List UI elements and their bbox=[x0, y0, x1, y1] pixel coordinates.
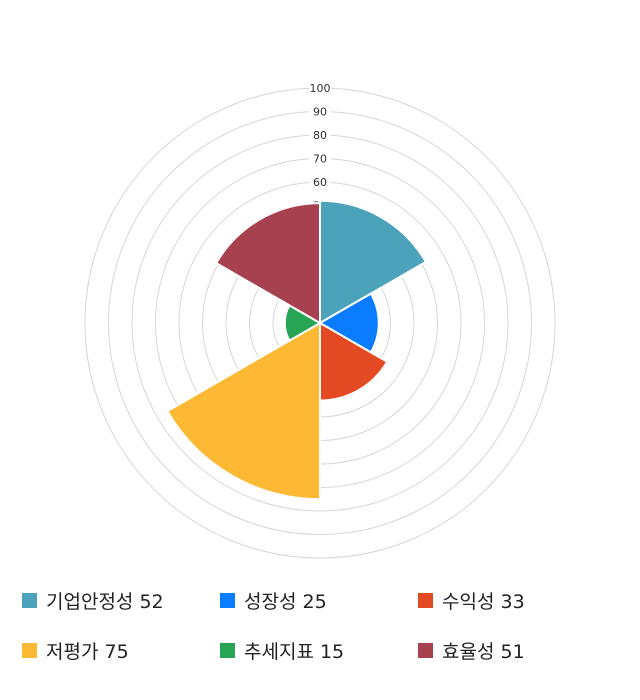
tick-label-bg bbox=[309, 152, 331, 165]
polar-area-chart: 102030405060708090100 bbox=[84, 82, 556, 559]
legend-label: 수익성 33 bbox=[442, 591, 525, 613]
legend-item-1[interactable]: 성장성 25 bbox=[220, 587, 327, 614]
legend-swatch bbox=[220, 593, 235, 608]
legend-swatch bbox=[220, 643, 235, 658]
legend-label: 추세지표 15 bbox=[244, 641, 345, 663]
legend-label: 기업안정성 52 bbox=[46, 591, 164, 613]
legend-item-5[interactable]: 효율성 51 bbox=[418, 637, 525, 664]
tick-label-bg bbox=[309, 176, 331, 188]
legend-item-4[interactable]: 추세지표 15 bbox=[220, 637, 344, 664]
legend-swatch bbox=[418, 593, 433, 608]
tick-label: 70 bbox=[313, 153, 327, 166]
slice-저평가 bbox=[165, 321, 321, 501]
slice-효율성 bbox=[214, 202, 321, 325]
legend-item-0[interactable]: 기업안정성 52 bbox=[22, 587, 164, 614]
tick-label: 90 bbox=[313, 106, 327, 119]
tick-label-bg bbox=[309, 129, 331, 141]
tick-label: 80 bbox=[313, 129, 327, 142]
legend-item-2[interactable]: 수익성 33 bbox=[418, 587, 525, 614]
tick-label: 100 bbox=[310, 82, 331, 95]
tick-label-bg bbox=[309, 105, 331, 118]
legend-swatch bbox=[22, 643, 37, 658]
slice-성장성 bbox=[317, 292, 380, 354]
slice-수익성 bbox=[319, 321, 389, 402]
legend-label: 성장성 25 bbox=[244, 591, 327, 613]
tick-label-bg bbox=[309, 82, 331, 94]
slice-기업안정성 bbox=[319, 199, 428, 325]
legend-swatch bbox=[418, 643, 433, 658]
legend-swatch bbox=[22, 593, 37, 608]
legend-label: 저평가 75 bbox=[46, 641, 129, 663]
legend-item-3[interactable]: 저평가 75 bbox=[22, 637, 129, 664]
legend-label: 효율성 51 bbox=[442, 641, 525, 663]
tick-label: 60 bbox=[313, 176, 327, 189]
